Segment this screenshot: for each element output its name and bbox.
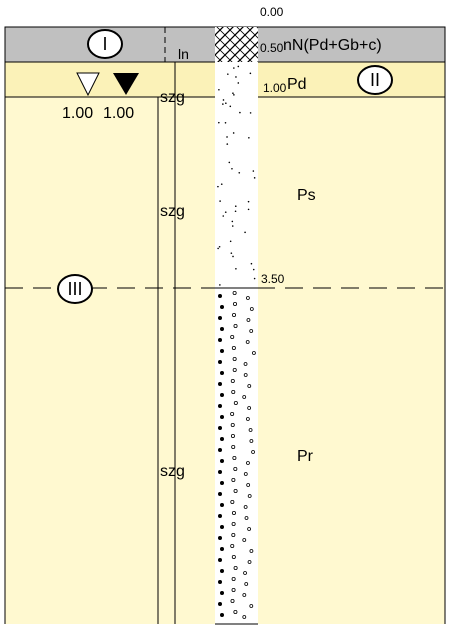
pattern-dot: [220, 503, 224, 507]
pattern-dot: [218, 448, 222, 452]
pattern-dot: [226, 143, 228, 145]
pattern-dot: [218, 404, 222, 408]
pattern-dot: [222, 103, 224, 105]
layer-name: Ps: [297, 187, 316, 204]
pattern-dot: [220, 349, 224, 353]
pattern-dot: [237, 82, 239, 84]
pattern-dot: [239, 112, 241, 114]
pattern-dot: [225, 211, 227, 213]
layer-code: szg: [160, 463, 185, 480]
borehole-profile: I II III 1.00 1.00 0.00 0.50 1.00 3.50 n…: [0, 0, 450, 630]
zone-label: III: [67, 279, 82, 299]
pattern-dot: [220, 591, 224, 595]
pattern-dot: [235, 205, 237, 207]
pattern-dot: [250, 112, 252, 114]
pattern-dot: [218, 122, 220, 124]
pattern-dot: [218, 492, 222, 496]
layer-name: Pr: [297, 448, 314, 465]
water-level: 1.00: [103, 105, 134, 122]
pattern-dot: [219, 246, 221, 248]
pattern-dot: [219, 200, 221, 202]
pattern-dot: [218, 294, 222, 298]
pattern-dot: [218, 580, 222, 584]
pattern-dot: [218, 316, 222, 320]
pattern-dot: [253, 170, 255, 172]
pattern-dot: [233, 67, 235, 69]
pattern-dot: [221, 183, 223, 185]
zone-label: II: [370, 70, 380, 90]
pattern-dot: [220, 547, 224, 551]
pattern-dot: [220, 393, 224, 397]
pattern-dot: [220, 327, 224, 331]
pattern-dot: [218, 470, 222, 474]
pattern-dot: [220, 305, 224, 309]
pattern-dot: [220, 613, 224, 617]
pattern-dot: [225, 102, 227, 104]
pattern-dot: [254, 278, 256, 280]
pattern-dot: [228, 162, 230, 164]
pattern-dot: [251, 263, 253, 265]
pattern-dot: [238, 66, 240, 68]
pattern-dot: [231, 168, 233, 170]
pattern-dot: [227, 73, 229, 75]
pattern-dot: [220, 371, 224, 375]
pattern-dot: [248, 201, 250, 203]
soil-column: [215, 27, 258, 624]
pattern-dot: [220, 459, 224, 463]
layer-code: ln: [178, 46, 189, 62]
pattern-dot: [222, 215, 224, 217]
pattern-dot: [248, 209, 250, 211]
pattern-dot: [223, 99, 225, 101]
zone-label: I: [102, 34, 107, 54]
column-hatch: [215, 27, 258, 62]
pattern-dot: [218, 426, 222, 430]
pattern-dot: [220, 481, 224, 485]
pattern-dot: [218, 536, 222, 540]
layer-name: Pd: [287, 76, 307, 93]
pattern-dot: [250, 73, 252, 75]
layer-name: nN(Pd+Gb+c): [283, 37, 382, 54]
pattern-dot: [218, 360, 222, 364]
water-level: 1.00: [62, 105, 93, 122]
pattern-dot: [219, 284, 221, 286]
pattern-dot: [235, 268, 237, 270]
pattern-dot: [230, 241, 232, 243]
pattern-dot: [235, 76, 237, 78]
pattern-dot: [217, 186, 219, 188]
pattern-dot: [226, 136, 228, 138]
pattern-dot: [225, 122, 227, 124]
pattern-dot: [231, 252, 233, 254]
layer-code: szg: [160, 89, 185, 106]
depth-label: 1.00: [263, 81, 287, 95]
pattern-dot: [233, 94, 235, 96]
pattern-dot: [232, 221, 234, 223]
pattern-dot: [248, 137, 250, 139]
pattern-dot: [238, 172, 240, 174]
pattern-dot: [232, 92, 234, 94]
pattern-dot: [218, 382, 222, 386]
layer-code: szg: [160, 203, 185, 220]
pattern-dot: [218, 89, 220, 91]
pattern-dot: [220, 525, 224, 529]
pattern-dot: [218, 338, 222, 342]
pattern-dot: [235, 210, 237, 212]
pattern-dot: [244, 232, 246, 234]
pattern-dot: [217, 248, 219, 250]
pattern-dot: [253, 269, 255, 271]
pattern-dot: [233, 132, 235, 134]
depth-label: 0.50: [260, 41, 284, 55]
pattern-dot: [220, 437, 224, 441]
pattern-dot: [232, 225, 234, 227]
pattern-dot: [220, 569, 224, 573]
pattern-dot: [230, 106, 232, 108]
depth-label: 0.00: [260, 5, 284, 19]
pattern-dot: [218, 514, 222, 518]
depth-label: 3.50: [261, 272, 285, 286]
pattern-dot: [218, 602, 222, 606]
pattern-dot: [220, 415, 224, 419]
pattern-dot: [218, 558, 222, 562]
pattern-dot: [254, 177, 256, 179]
pattern-dot: [232, 256, 234, 258]
